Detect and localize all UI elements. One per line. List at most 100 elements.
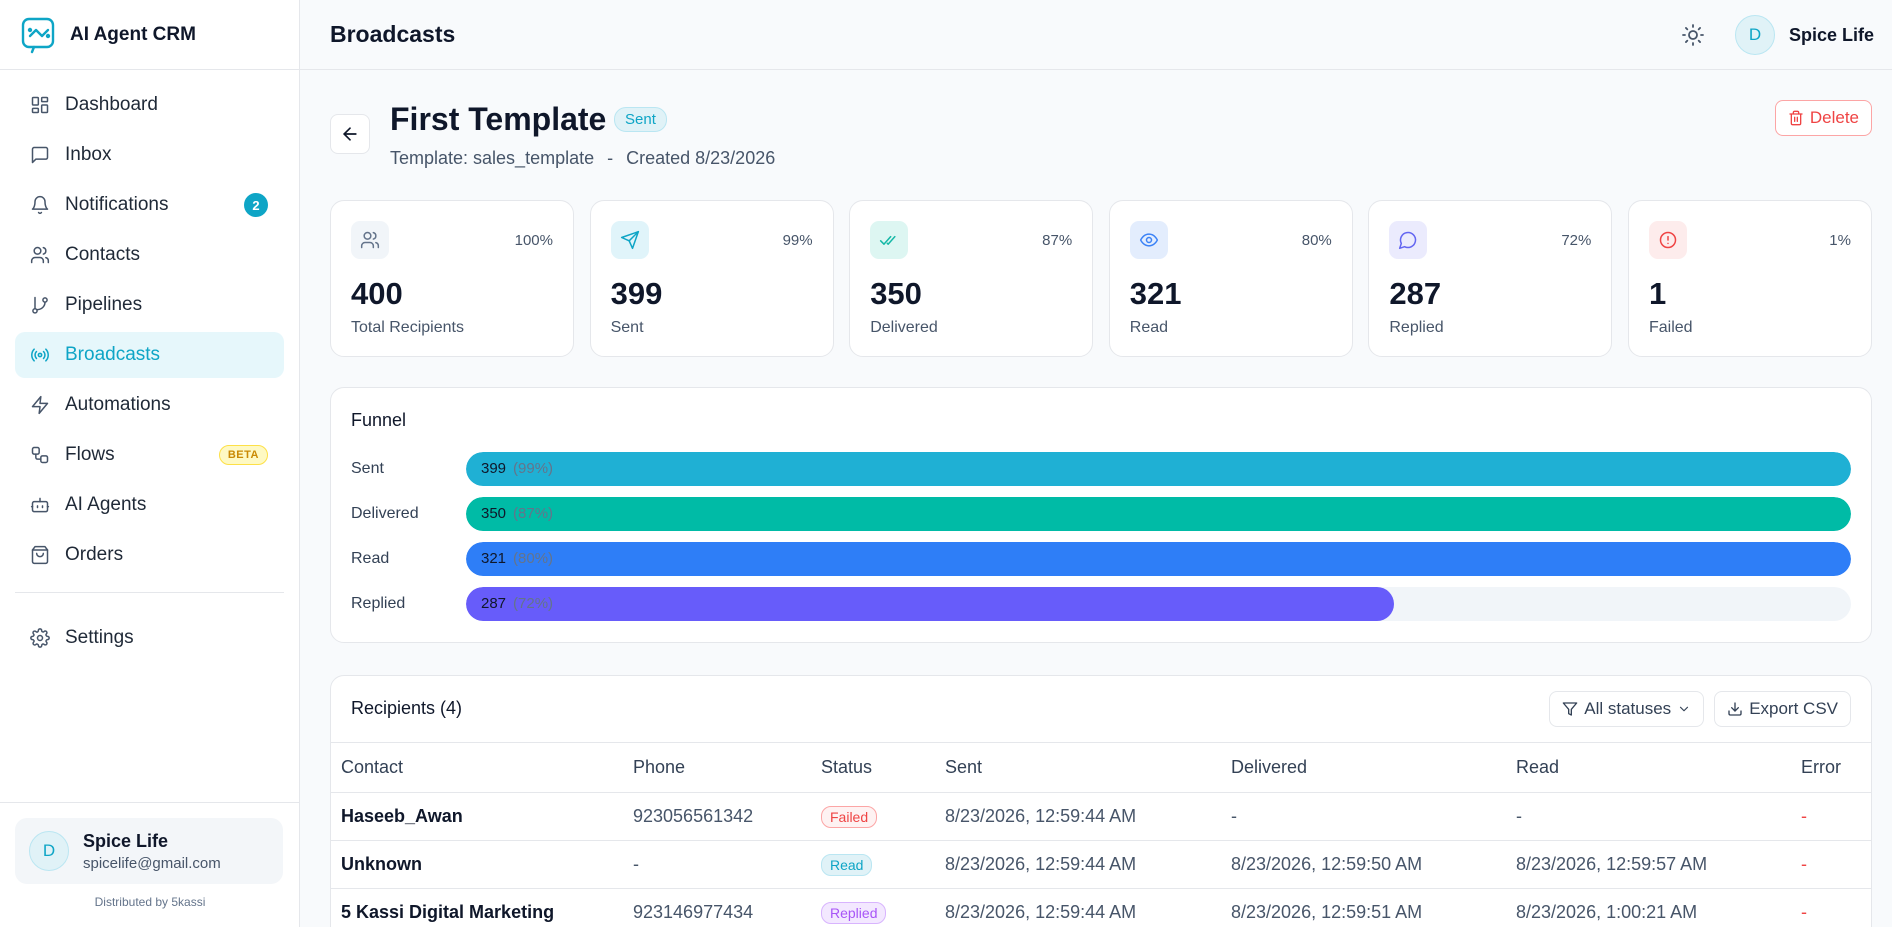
sidebar-item-contacts[interactable]: Contacts — [15, 232, 284, 278]
funnel-value: 350 — [481, 505, 507, 522]
funnel-track: 350 (87%) — [466, 497, 1851, 531]
sidebar-item-settings[interactable]: Settings — [15, 615, 284, 661]
funnel-label: Sent — [351, 460, 384, 477]
sidebar-item-flows[interactable]: Flows BETA — [15, 432, 284, 478]
export-csv-button[interactable]: Export CSV — [1714, 691, 1851, 727]
avatar[interactable]: D — [1734, 15, 1775, 55]
column-header-error[interactable]: Error — [1791, 742, 1871, 793]
funnel-percent: (80%) — [513, 550, 554, 567]
stat-label: Read — [1129, 319, 1169, 336]
stat-value: 399 — [610, 276, 663, 311]
broadcast-subtitle: Template: sales_template - Created 8/23/20… — [390, 148, 775, 169]
column-header-status[interactable]: Status — [811, 742, 935, 793]
cell-error: - — [1791, 840, 1871, 889]
funnel-row-delivered: Delivered 350 (87%) — [351, 497, 1851, 531]
funnel-track: 399 (99%) — [466, 452, 1851, 486]
avatar: D — [29, 831, 69, 871]
table-row[interactable]: Haseeb_Awan 923056561342 Failed 8/23/202… — [331, 792, 1871, 841]
cell-error: - — [1791, 792, 1871, 841]
column-header-delivered[interactable]: Delivered — [1221, 742, 1506, 793]
status-badge: Failed — [821, 805, 878, 828]
sidebar-item-label: Contacts — [65, 244, 140, 265]
topbar: Broadcasts D Spice Life — [300, 0, 1892, 70]
status-badge: Read — [821, 853, 873, 876]
sidebar-item-ai-agents[interactable]: AI Agents — [15, 482, 284, 528]
broadcast-header: First Template Sent Template: sales_temp… — [330, 70, 1872, 200]
stat-value: 400 — [351, 276, 403, 311]
stat-value: 1 — [1648, 276, 1667, 311]
message-icon — [1389, 221, 1428, 259]
git-branch-icon — [30, 295, 50, 315]
cell-phone: 923056561342 — [623, 792, 811, 841]
recipients-panel: Recipients (4) All statuses Export CSV C… — [330, 675, 1872, 927]
sidebar-item-label: AI Agents — [65, 494, 147, 515]
stats-row: 100% 400 Total Recipients 99% 399 Sent 8… — [330, 200, 1872, 357]
broadcast-title: First Template — [390, 101, 607, 137]
theme-toggle-button[interactable] — [1673, 15, 1713, 55]
sidebar-item-label: Automations — [65, 394, 171, 415]
stat-card-failed: 1% 1 Failed — [1627, 200, 1872, 357]
table-row[interactable]: 5 Kassi Digital Marketing 923146977434 R… — [331, 888, 1871, 927]
stat-value: 350 — [870, 276, 922, 311]
sidebar-item-broadcasts[interactable]: Broadcasts — [15, 332, 284, 378]
column-header-phone[interactable]: Phone — [623, 742, 811, 793]
cell-delivered: - — [1221, 792, 1506, 841]
stat-percent: 80% — [1301, 232, 1332, 249]
check-double-icon — [870, 221, 909, 259]
back-button[interactable] — [330, 114, 370, 154]
send-icon — [610, 221, 649, 259]
brand[interactable]: AI Agent CRM — [0, 0, 299, 70]
sidebar-item-automations[interactable]: Automations — [15, 382, 284, 428]
eye-icon — [1129, 221, 1168, 259]
table-row[interactable]: Unknown - Read 8/23/2026, 12:59:44 AM 8/… — [331, 840, 1871, 889]
sidebar-item-pipelines[interactable]: Pipelines — [15, 282, 284, 328]
created-date: Created 8/23/2026 — [626, 148, 776, 168]
delete-button[interactable]: Delete — [1774, 100, 1872, 136]
gear-icon — [30, 628, 50, 648]
broadcast-icon — [30, 345, 50, 365]
stat-card-replied: 72% 287 Replied — [1368, 200, 1613, 357]
trash-icon — [1789, 110, 1803, 126]
sidebar-item-notifications[interactable]: Notifications 2 — [15, 182, 284, 228]
stat-value: 287 — [1389, 276, 1442, 311]
cell-status: Failed — [811, 792, 935, 841]
sidebar-footer-divider — [0, 802, 300, 803]
stat-percent: 1% — [1829, 232, 1851, 249]
top-user-name[interactable]: Spice Life — [1788, 24, 1874, 45]
funnel-value: 321 — [481, 550, 507, 567]
bot-icon — [30, 495, 50, 515]
cell-delivered: 8/23/2026, 12:59:50 AM — [1221, 840, 1506, 889]
sidebar-item-orders[interactable]: Orders — [15, 532, 284, 578]
user-profile-card[interactable]: D Spice Life spicelife@gmail.com — [15, 818, 283, 884]
status-filter-dropdown[interactable]: All statuses — [1549, 691, 1705, 727]
user-name: Spice Life — [83, 830, 169, 851]
template-name: Template: sales_template — [390, 148, 595, 168]
users-icon — [30, 245, 50, 265]
sidebar-item-label: Inbox — [65, 144, 112, 165]
stat-card-delivered: 87% 350 Delivered — [849, 200, 1094, 357]
sidebar-item-label: Flows — [65, 444, 115, 465]
funnel-percent: (99%) — [513, 460, 554, 477]
stat-label: Sent — [610, 319, 644, 336]
funnel-title: Funnel — [351, 410, 407, 430]
cell-phone: - — [623, 840, 811, 889]
column-header-read[interactable]: Read — [1506, 742, 1791, 793]
funnel-label: Read — [351, 550, 390, 567]
table-header-row: Contact Phone Status Sent Delivered Read… — [331, 742, 1871, 793]
user-email: spicelife@gmail.com — [83, 854, 221, 872]
sidebar-item-inbox[interactable]: Inbox — [15, 132, 284, 178]
funnel-row-sent: Sent 399 (99%) — [351, 452, 1851, 486]
column-header-contact[interactable]: Contact — [331, 742, 623, 793]
separator: - — [607, 148, 614, 168]
export-csv-label: Export CSV — [1749, 699, 1838, 718]
column-header-sent[interactable]: Sent — [935, 742, 1221, 793]
funnel-label: Delivered — [351, 505, 419, 522]
sidebar-item-label: Settings — [65, 627, 134, 648]
alert-circle-icon — [1648, 221, 1687, 259]
app-name: AI Agent CRM — [70, 23, 196, 45]
sidebar-item-dashboard[interactable]: Dashboard — [15, 82, 284, 128]
cell-error: - — [1791, 888, 1871, 927]
cell-contact: Haseeb_Awan — [331, 792, 623, 841]
chevron-down-icon — [1680, 706, 1689, 712]
recipients-title: Recipients (4) — [351, 698, 463, 718]
